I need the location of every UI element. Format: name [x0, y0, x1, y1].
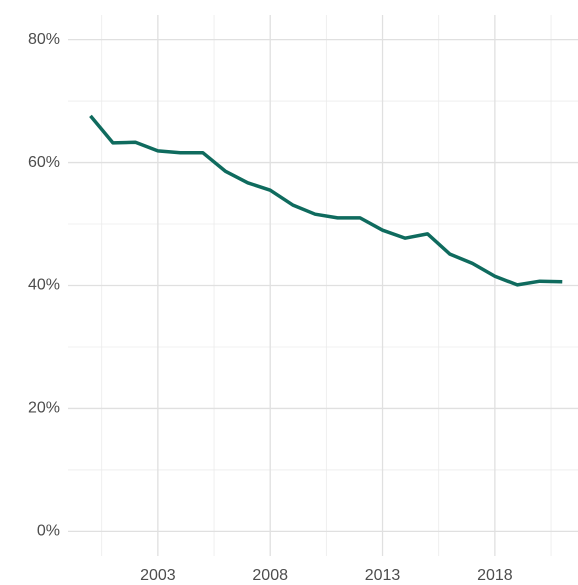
y-tick-label: 40%	[28, 277, 60, 294]
x-tick-label: 2008	[252, 567, 288, 584]
y-tick-label: 20%	[28, 400, 60, 417]
x-tick-label: 2013	[365, 567, 401, 584]
line	[89, 114, 563, 287]
y-tick-label: 0%	[37, 523, 60, 540]
y-tick-label: 60%	[28, 154, 60, 171]
x-tick-label: 2003	[140, 567, 176, 584]
x-tick-label: 2018	[477, 567, 513, 584]
y-tick-label: 80%	[28, 31, 60, 48]
